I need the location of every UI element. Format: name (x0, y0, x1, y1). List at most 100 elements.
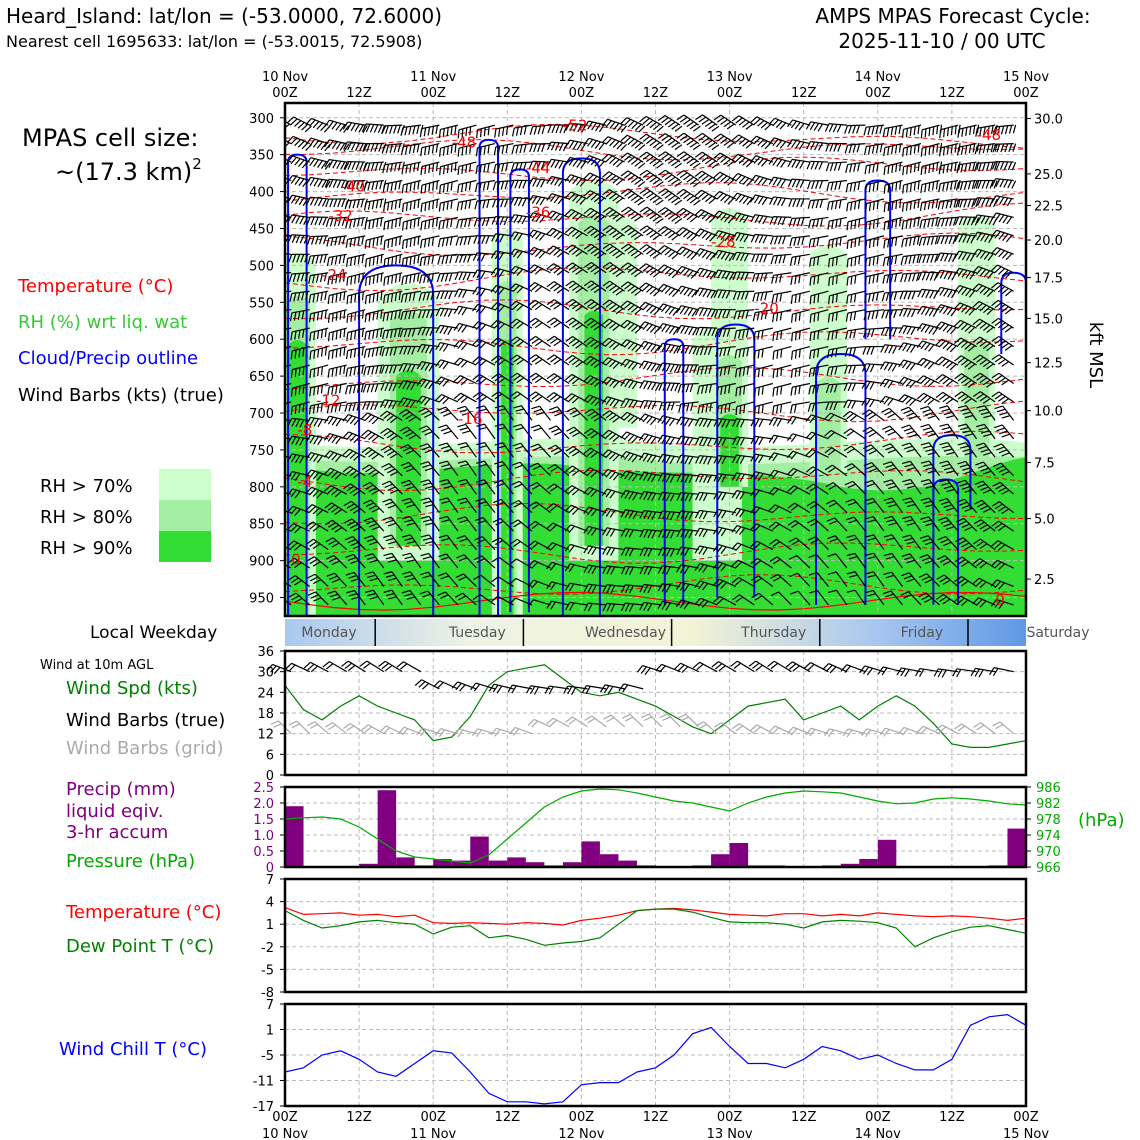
barb-flag (429, 309, 434, 319)
wind-barb (401, 479, 422, 495)
barb-flag (550, 301, 558, 308)
barb-flag (435, 307, 441, 317)
wind-barb (620, 451, 644, 463)
wind-barb (493, 161, 514, 174)
barb-shaft (384, 235, 403, 242)
wind-barb (419, 272, 440, 284)
barb-shaft (514, 196, 533, 200)
barb-flag (504, 180, 509, 190)
barb-shaft (291, 435, 310, 440)
barb-flag (370, 143, 375, 152)
barb-flag (321, 198, 327, 207)
barb-flag (583, 526, 590, 534)
barb-flag (277, 234, 281, 242)
wind-barb (288, 592, 311, 606)
barb-flag (516, 268, 524, 277)
barb-flag (612, 195, 620, 202)
wind-barb (602, 262, 625, 277)
wind-barb (457, 161, 477, 175)
wind-barb (457, 179, 477, 193)
barb-flag (447, 326, 453, 335)
barb-shaft (330, 485, 348, 495)
wind-barb (305, 469, 329, 481)
barb-flag (540, 179, 546, 188)
wind-barb (529, 481, 551, 495)
barb-flag (375, 347, 379, 357)
barb-flag (420, 552, 429, 557)
barb-flag (516, 304, 524, 312)
barb-flag (400, 444, 409, 449)
barb-flag (439, 325, 445, 334)
barb-flag (492, 518, 501, 523)
barb-shaft (458, 161, 477, 168)
barb-flag (294, 196, 301, 205)
barb-flag (385, 125, 389, 134)
barb-flag (398, 291, 401, 301)
wind-barb (491, 233, 514, 243)
wind-barb (342, 448, 366, 461)
barb-shaft (409, 534, 422, 550)
barb-shaft (310, 253, 329, 257)
barb-flag (546, 354, 555, 361)
barb-flag (583, 394, 590, 402)
barb-flag (591, 584, 597, 594)
barb-flag (330, 237, 334, 247)
cross-section-panel: -52-48 -48-40-44-36-32-28-24-20-12-16-8-4… (249, 101, 1106, 618)
barb-flag (627, 248, 636, 255)
barb-flag (345, 571, 355, 576)
barb-flag (546, 281, 555, 288)
barb-flag (630, 213, 639, 220)
wind-barb (509, 214, 533, 225)
barb-shaft (428, 553, 440, 569)
barb-flag (475, 305, 483, 313)
barb-flag (422, 519, 432, 523)
barb-flag (304, 125, 312, 133)
barb-flag (554, 431, 563, 436)
wind-barb (583, 280, 607, 294)
barb-shaft (608, 318, 625, 329)
wind-barb (344, 536, 366, 550)
barb-flag (424, 202, 427, 212)
wind-barb (472, 391, 496, 403)
barb-flag (512, 320, 521, 327)
barb-shaft (553, 317, 570, 329)
barb-flag (478, 482, 487, 486)
barb-flag (290, 195, 297, 204)
wind-barb (548, 425, 570, 440)
barb-flag (405, 431, 414, 437)
wind-barb (398, 380, 421, 391)
barb-flag (583, 467, 591, 474)
barb-flag (419, 275, 423, 284)
barb-flag (365, 466, 373, 473)
barb-flag (379, 346, 383, 356)
barb-flag (605, 451, 613, 458)
barb-flag (286, 155, 294, 163)
barb-flag (527, 246, 535, 254)
barb-shaft (406, 426, 422, 440)
barb-flag (431, 126, 435, 135)
barb-flag (367, 201, 371, 210)
barb-shaft (366, 235, 384, 241)
barb-flag (269, 173, 275, 182)
barb-flag (571, 359, 580, 366)
barb-flag (323, 119, 330, 128)
barb-flag (361, 365, 364, 374)
barb-flag (347, 141, 352, 151)
barb-flag (428, 219, 431, 229)
barb-shaft (391, 534, 403, 550)
barb-flag (623, 340, 631, 348)
barb-flag (513, 541, 521, 547)
barb-flag (350, 123, 356, 132)
barb-flag (615, 308, 624, 315)
barb-flag (601, 171, 610, 178)
barb-flag (313, 331, 316, 341)
wind-barb (529, 142, 551, 153)
barb-shaft (482, 517, 496, 532)
barb-flag (345, 239, 349, 248)
barb-flag (309, 177, 315, 186)
barb-flag (403, 328, 408, 338)
barb-flag (413, 181, 416, 191)
barb-shaft (371, 535, 385, 550)
wind-barb (565, 465, 588, 477)
barb-flag (337, 217, 342, 227)
